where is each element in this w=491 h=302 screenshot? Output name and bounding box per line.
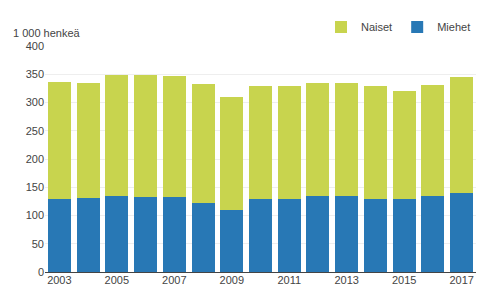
svg-text:2011: 2011 [277, 274, 301, 286]
svg-text:150: 150 [26, 181, 44, 193]
svg-text:2017: 2017 [449, 274, 473, 286]
svg-text:50: 50 [32, 238, 44, 250]
svg-text:2013: 2013 [334, 274, 358, 286]
svg-text:2009: 2009 [220, 274, 244, 286]
svg-text:2005: 2005 [105, 274, 129, 286]
svg-text:400: 400 [26, 40, 44, 52]
svg-text:0: 0 [38, 266, 44, 278]
svg-text:300: 300 [26, 96, 44, 108]
svg-text:200: 200 [26, 153, 44, 165]
svg-text:Naiset: Naiset [361, 21, 392, 33]
svg-text:100: 100 [26, 209, 44, 221]
svg-text:350: 350 [26, 68, 44, 80]
svg-text:2015: 2015 [392, 274, 416, 286]
svg-text:Miehet: Miehet [437, 21, 470, 33]
svg-text:2007: 2007 [162, 274, 186, 286]
svg-text:2003: 2003 [47, 274, 71, 286]
svg-text:1 000 henkeä: 1 000 henkeä [13, 27, 81, 39]
svg-text:250: 250 [26, 125, 44, 137]
